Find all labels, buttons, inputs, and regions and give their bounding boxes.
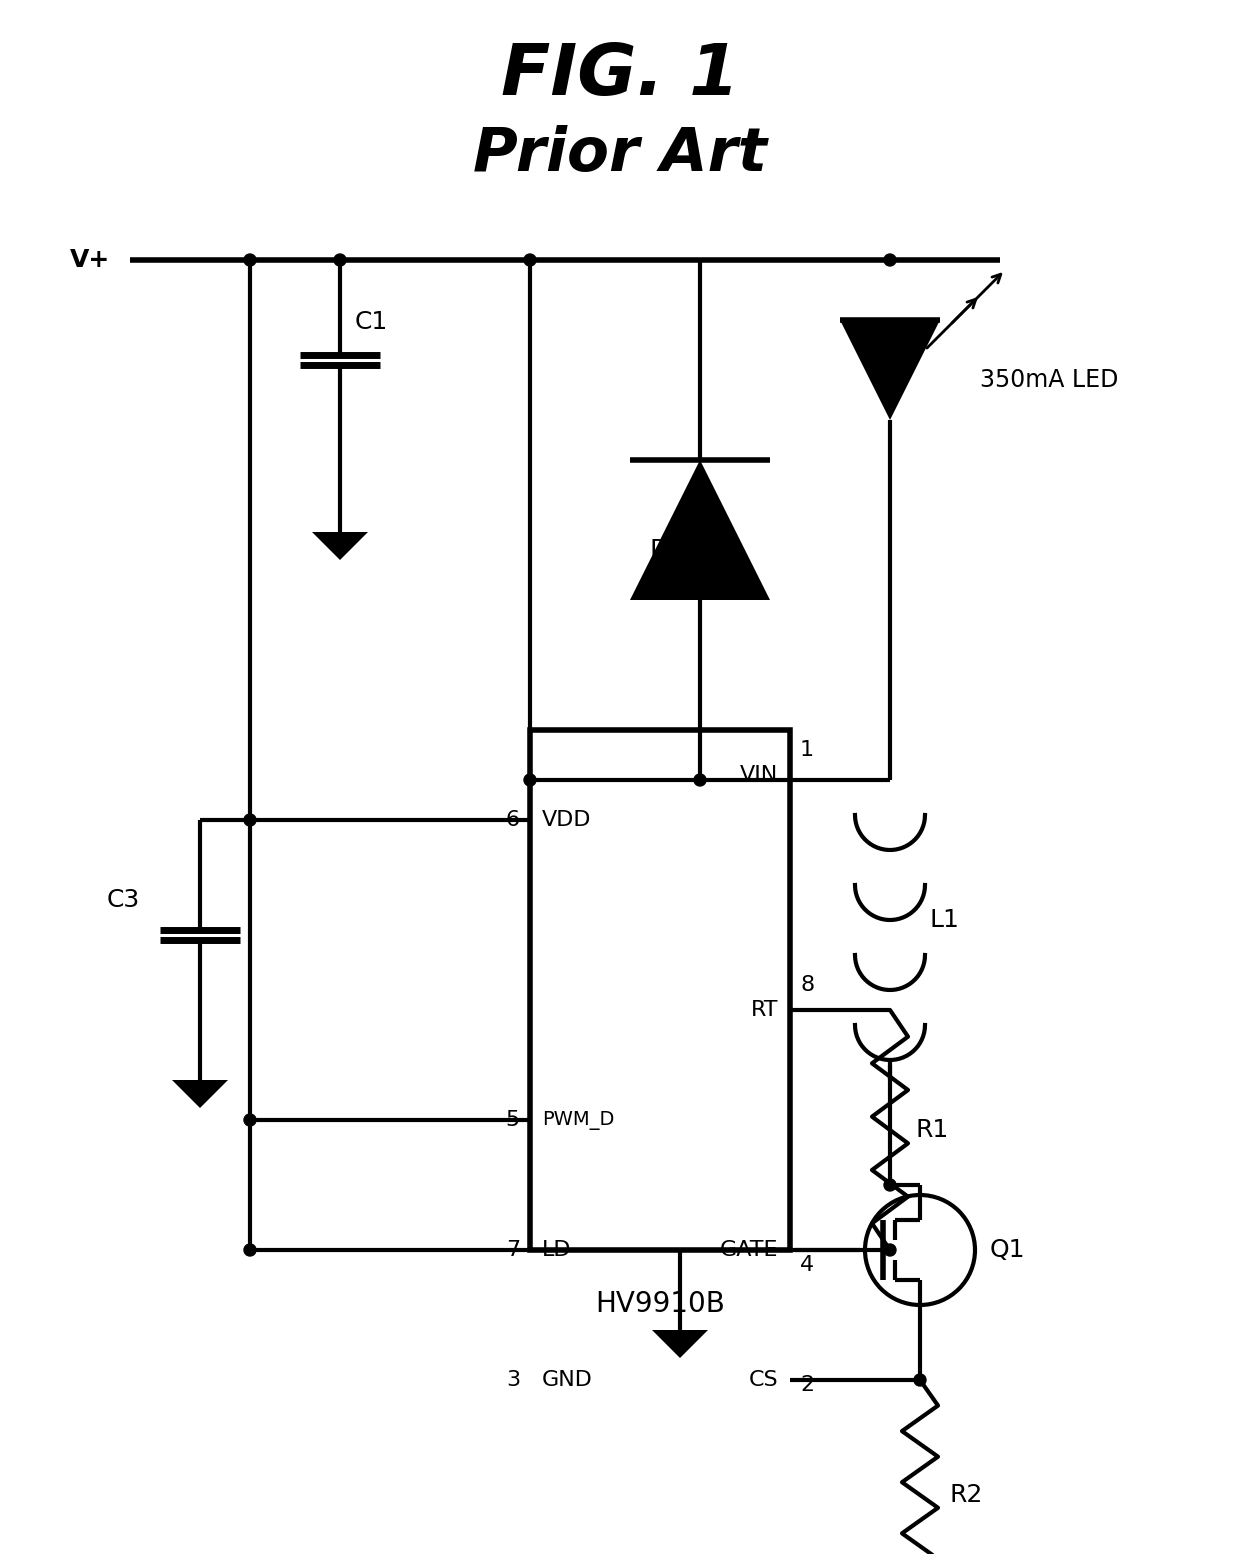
- Polygon shape: [630, 460, 770, 600]
- Text: PWM_D: PWM_D: [542, 1111, 614, 1130]
- Text: RT: RT: [750, 1001, 777, 1019]
- Text: VDD: VDD: [542, 810, 591, 830]
- Circle shape: [525, 253, 536, 266]
- Polygon shape: [839, 320, 940, 420]
- Text: HV9910B: HV9910B: [595, 1290, 725, 1318]
- Circle shape: [244, 253, 255, 266]
- Circle shape: [244, 814, 255, 827]
- Text: 4: 4: [800, 1256, 815, 1274]
- Text: D1: D1: [650, 538, 684, 563]
- Text: R1: R1: [915, 1117, 949, 1142]
- Circle shape: [884, 1179, 897, 1190]
- Polygon shape: [312, 531, 368, 559]
- Circle shape: [884, 1245, 897, 1256]
- Text: 7: 7: [506, 1240, 520, 1260]
- Circle shape: [244, 1245, 255, 1256]
- Text: 6: 6: [506, 810, 520, 830]
- Text: FIG. 1: FIG. 1: [501, 40, 739, 109]
- Text: 3: 3: [506, 1371, 520, 1389]
- Circle shape: [334, 253, 346, 266]
- Text: R2: R2: [950, 1483, 983, 1507]
- Text: VIN: VIN: [740, 765, 777, 785]
- Polygon shape: [172, 1080, 228, 1108]
- Circle shape: [694, 774, 706, 786]
- Text: C1: C1: [355, 309, 388, 334]
- Bar: [529, 730, 790, 1249]
- Text: GND: GND: [542, 1371, 593, 1389]
- Text: 1: 1: [800, 740, 815, 760]
- Text: Prior Art: Prior Art: [472, 126, 768, 185]
- Text: 350mA LED: 350mA LED: [980, 368, 1118, 392]
- Polygon shape: [652, 1330, 708, 1358]
- Circle shape: [914, 1374, 926, 1386]
- Text: Q1: Q1: [990, 1239, 1025, 1262]
- Text: 5: 5: [506, 1110, 520, 1130]
- Circle shape: [525, 774, 536, 786]
- Text: 2: 2: [800, 1375, 815, 1395]
- Text: CS: CS: [749, 1371, 777, 1389]
- Text: 8: 8: [800, 974, 815, 995]
- Text: LD: LD: [542, 1240, 572, 1260]
- Text: GATE: GATE: [719, 1240, 777, 1260]
- Text: V+: V+: [69, 249, 110, 272]
- Text: C3: C3: [107, 887, 140, 912]
- Text: L1: L1: [930, 908, 960, 932]
- Circle shape: [244, 1114, 255, 1127]
- Circle shape: [884, 253, 897, 266]
